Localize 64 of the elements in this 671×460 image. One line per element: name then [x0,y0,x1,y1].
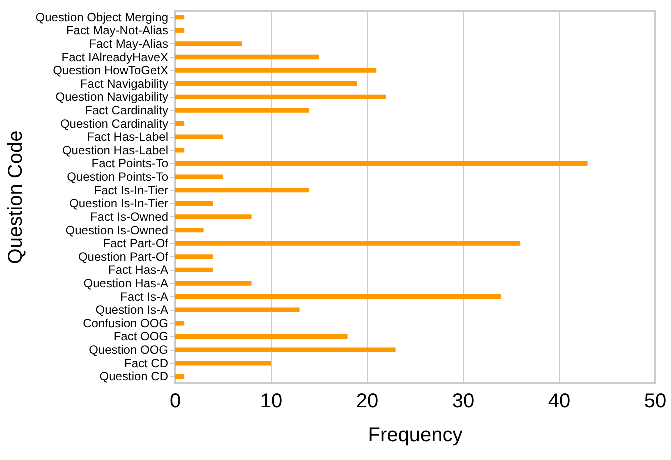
bar [175,294,502,300]
y-tick-label: Fact Has-A [108,263,168,278]
bar [175,14,185,20]
bar [175,161,588,166]
y-tick-label: Question Has-A [84,276,168,291]
y-tick-label: Fact IAlreadyHaveX [62,50,168,64]
y-tick-label: Question Is-In-Tier [70,196,168,211]
x-tick-label: 50 [644,390,667,412]
y-tick-label: Fact May-Alias [89,36,168,51]
x-tick-label: 40 [548,390,571,412]
bar [175,268,214,273]
y-tick-label: Question Is-Owned [66,223,168,238]
y-tick-label: Question Object Merging [36,10,168,24]
y-tick-label: Fact Has-Label [87,130,168,144]
bar [175,241,521,246]
x-tick-label: 30 [452,390,475,412]
y-tick-label: Fact Navigability [80,76,168,91]
bar [175,361,271,366]
y-tick-label: Fact OOG [114,330,168,344]
y-tick-label: Confusion OOG [83,316,168,330]
bar [175,148,185,153]
x-axis-title: Frequency [368,424,463,446]
bar [175,228,204,233]
bar [175,68,377,73]
y-tick-label: Question Cardinality [60,116,168,131]
bar [175,308,300,312]
bar [175,108,310,113]
y-tick-label: Fact Part-Of [103,236,170,251]
bar [175,28,185,33]
y-tick-label: Fact Points-To [92,156,169,171]
bar [175,334,348,340]
bar [175,82,358,86]
x-tick-label: 0 [170,390,182,412]
bar [175,94,386,100]
y-tick-label: Fact CD [124,356,169,370]
x-tick-label: 10 [260,390,283,412]
y-tick-label: Question Points-To [67,170,169,184]
y-tick-label: Fact Is-A [120,290,168,304]
bar [175,321,185,326]
y-tick-label: Fact Is-In-Tier [94,183,168,198]
bar [175,54,319,60]
y-tick-label: Question HowToGetX [53,64,168,78]
bar [175,281,252,286]
y-tick-label: Question Part-Of [78,250,170,264]
bar [175,188,310,193]
y-tick-label: Question Is-A [96,303,168,318]
bar [175,201,214,206]
y-tick-label: Question CD [100,370,169,384]
y-tick-label: Fact Is-Owned [90,210,168,224]
bar [175,42,242,46]
y-axis-title: Question Code [4,130,27,264]
bar [175,348,396,352]
y-tick-label: Fact May-Not-Alias [66,24,168,38]
bar [175,134,223,140]
y-tick-label: Fact Cardinality [85,103,168,118]
bar [175,121,185,126]
bar [175,374,185,380]
y-tick-label: Question Has-Label [62,143,168,158]
bar [175,214,252,220]
x-tick-label: 20 [356,390,379,412]
bar [175,174,223,180]
bar [175,254,214,260]
y-tick-label: Question OOG [89,343,168,358]
y-tick-label: Question Navigability [56,90,168,104]
